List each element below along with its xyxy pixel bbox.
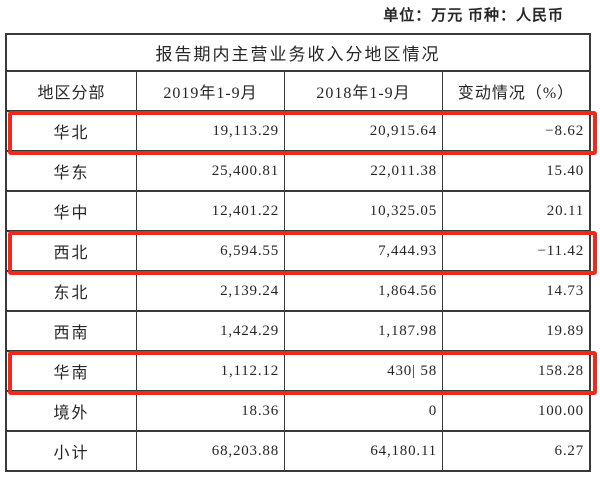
value-2018-cell: 7,444.93 [285,232,443,270]
value-2018-cell: 64,180.11 [285,432,443,470]
value-2019-cell: 12,401.22 [137,192,285,230]
region-cell: 华东 [7,152,137,190]
unit-currency-note: 单位：万元 币种：人民币 [383,8,564,24]
change-cell: 158.28 [537,362,584,379]
value-2019-cell: 2,139.24 [137,272,285,310]
value-2018-cell: 10,325.05 [285,192,443,230]
table-row: 西北 6,594.55 7,444.93 −11.42 [7,232,589,272]
change-cell: 15.40 [546,162,584,179]
value-2019-cell: 1,112.12 [137,352,285,390]
region-cell: 华中 [7,192,137,230]
value-2018-cell: 1,864.56 [285,272,443,310]
column-header: 2019年1-9月 [137,72,285,110]
value-2019-cell: 19,113.29 [137,112,285,150]
change-cell: 100.00 [537,402,584,419]
region-revenue-table: 报告期内主营业务收入分地区情况 地区分部 2019年1-9月 2018年1-9月 变动… [5,33,591,472]
table-row: 华中 12,401.22 10,325.05 20.11 [7,192,589,232]
header-row: 地区分部 2019年1-9月 2018年1-9月 变动情况（%） [7,72,589,112]
value-2019-cell: 25,400.81 [137,152,285,190]
change-cell: 20.11 [546,202,584,219]
change-cell: −11.42 [537,242,584,259]
value-2018-cell: 20,915.64 [285,112,443,150]
change-cell: 6.27 [554,442,584,459]
value-2019-cell: 6,594.55 [137,232,285,270]
column-header: 变动情况（%） [457,85,575,102]
change-cell: −8.62 [545,122,584,139]
column-header: 地区分部 [7,72,137,110]
value-2018-cell: 1,187.98 [285,312,443,350]
region-cell: 西南 [7,312,137,350]
region-cell: 华南 [7,352,137,390]
value-2018-cell: 430| 58 [285,352,443,390]
table-title: 报告期内主营业务收入分地区情况 [7,35,589,72]
table-row: 西南 1,424.29 1,187.98 19.89 [7,312,589,352]
value-2018-cell: 22,011.38 [285,152,443,190]
region-cell: 东北 [7,272,137,310]
table-row: 东北 2,139.24 1,864.56 14.73 [7,272,589,312]
region-cell: 西北 [7,232,137,270]
table-row: 华南 1,112.12 430| 58 158.28 [7,352,589,392]
change-cell: 14.73 [546,282,584,299]
change-cell: 19.89 [546,322,584,339]
column-header: 2018年1-9月 [285,72,443,110]
region-cell: 华北 [7,112,137,150]
table-row: 小计 68,203.88 64,180.11 6.27 [7,432,589,470]
table-row: 华北 19,113.29 20,915.64 −8.62 [7,112,589,152]
value-2018-cell: 0 [285,392,443,430]
table-row: 华东 25,400.81 22,011.38 15.40 [7,152,589,192]
value-2019-cell: 18.36 [137,392,285,430]
value-2019-cell: 68,203.88 [137,432,285,470]
region-cell: 境外 [7,392,137,430]
table-body: 华北 19,113.29 20,915.64 −8.62 华东 25,400.81 22,0… [7,112,589,470]
value-2019-cell: 1,424.29 [137,312,285,350]
region-cell: 小计 [7,432,137,470]
table-row: 境外 18.36 0 100.00 [7,392,589,432]
